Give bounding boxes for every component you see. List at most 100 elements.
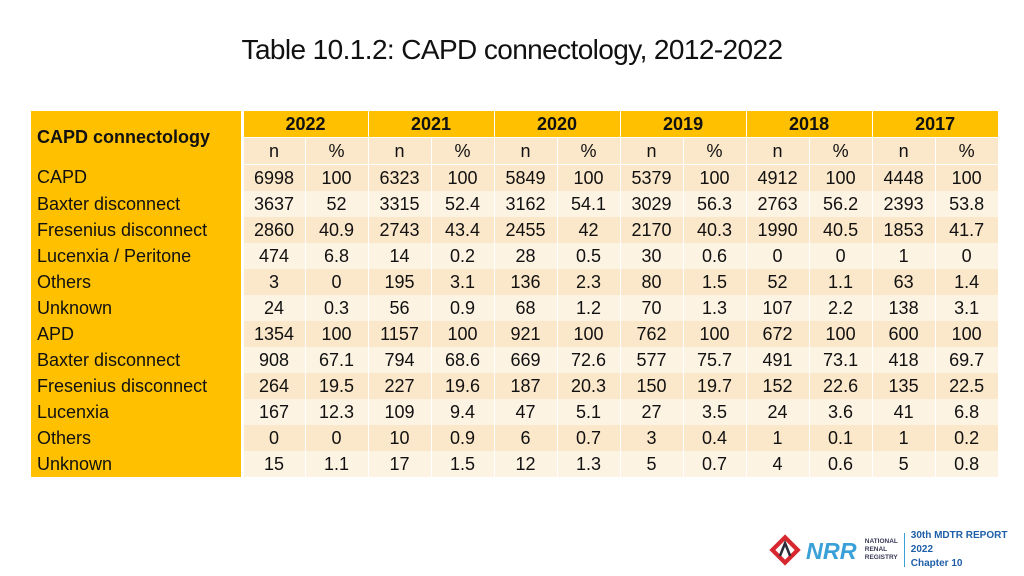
footer-divider — [903, 533, 905, 567]
n-cell: 1853 — [871, 217, 936, 243]
n-cell: 3 — [241, 269, 306, 295]
table-row: Unknown 24 0.3 56 0.9 68 1.2 70 1.3 107 2.2 138 3.1 — [31, 295, 999, 321]
table-row: Others 0 0 10 0.9 6 0.7 3 0.4 1 0.1 1 0.2 — [31, 425, 999, 451]
percent-cell: 0.7 — [556, 425, 621, 451]
n-cell: 600 — [871, 321, 936, 347]
n-cell: 0 — [241, 425, 306, 451]
capd-connectology-table: CAPD connectology 2022 2021 2020 2019 2018 20… — [31, 111, 999, 477]
n-cell: 30 — [619, 243, 684, 269]
n-cell: 109 — [367, 399, 432, 425]
n-cell: 0 — [745, 243, 810, 269]
percent-cell: 1.3 — [682, 295, 747, 321]
n-cell: 28 — [493, 243, 558, 269]
n-cell: 794 — [367, 347, 432, 373]
percent-cell: 0.9 — [430, 295, 495, 321]
percent-cell: 41.7 — [934, 217, 999, 243]
percent-cell: 100 — [934, 321, 999, 347]
n-cell: 2763 — [745, 191, 810, 217]
n-cell: 2743 — [367, 217, 432, 243]
n-cell: 669 — [493, 347, 558, 373]
n-cell: 152 — [745, 373, 810, 399]
n-cell: 135 — [871, 373, 936, 399]
percent-cell: 72.6 — [556, 347, 621, 373]
n-cell: 5849 — [493, 164, 558, 191]
percent-cell: 73.1 — [808, 347, 873, 373]
nrr-logo: NRR — [806, 538, 857, 564]
row-label: Lucenxia / Peritone — [31, 243, 244, 269]
n-cell: 418 — [871, 347, 936, 373]
year-header: 2018 — [745, 111, 873, 138]
percent-cell: 100 — [556, 321, 621, 347]
percent-cell: 0.6 — [682, 243, 747, 269]
n-cell: 63 — [871, 269, 936, 295]
n-cell: 80 — [619, 269, 684, 295]
percent-cell: 0.4 — [682, 425, 747, 451]
year-header: 2020 — [493, 111, 621, 138]
n-cell: 12 — [493, 451, 558, 477]
percent-cell: 100 — [556, 164, 621, 191]
report-info: 30th MDTR REPORT 2022 Chapter 10 — [911, 529, 1020, 571]
percent-cell: 3.5 — [682, 399, 747, 425]
percent-header: % — [934, 137, 999, 165]
n-cell: 4448 — [871, 164, 936, 191]
percent-cell: 56.3 — [682, 191, 747, 217]
percent-cell: 0.8 — [934, 451, 999, 477]
n-cell: 921 — [493, 321, 558, 347]
percent-cell: 40.9 — [304, 217, 369, 243]
n-cell: 1157 — [367, 321, 432, 347]
registry-name-line: RENAL — [864, 546, 888, 553]
page-title: Table 10.1.2: CAPD connectology, 2012-20… — [241, 34, 783, 65]
n-header: n — [619, 137, 684, 165]
n-cell: 56 — [367, 295, 432, 321]
percent-cell: 100 — [682, 321, 747, 347]
row-label: Others — [31, 425, 244, 451]
percent-cell: 53.8 — [934, 191, 999, 217]
n-cell: 15 — [241, 451, 306, 477]
percent-cell: 40.3 — [682, 217, 747, 243]
n-cell: 4 — [745, 451, 810, 477]
percent-header: % — [556, 137, 621, 165]
percent-cell: 52.4 — [430, 191, 495, 217]
report-chapter: Chapter 10 — [910, 558, 963, 569]
table-row: APD 1354 100 1157 100 921 100 762 100 672 100 600 10… — [31, 321, 999, 347]
percent-cell: 100 — [304, 164, 369, 191]
n-cell: 52 — [745, 269, 810, 295]
percent-cell: 0.7 — [682, 451, 747, 477]
row-label: Baxter disconnect — [31, 347, 244, 373]
percent-cell: 67.1 — [304, 347, 369, 373]
percent-cell: 2.2 — [808, 295, 873, 321]
n-cell: 27 — [619, 399, 684, 425]
n-cell: 68 — [493, 295, 558, 321]
percent-cell: 1.1 — [304, 451, 369, 477]
n-header: n — [241, 137, 306, 165]
n-cell: 474 — [241, 243, 306, 269]
percent-cell: 1.2 — [556, 295, 621, 321]
row-label: Fresenius disconnect — [31, 373, 244, 399]
percent-cell: 5.1 — [556, 399, 621, 425]
n-cell: 187 — [493, 373, 558, 399]
n-cell: 3 — [619, 425, 684, 451]
percent-cell: 0.2 — [934, 425, 999, 451]
n-header: n — [745, 137, 810, 165]
n-cell: 3029 — [619, 191, 684, 217]
table-row: Fresenius disconnect 264 19.5 227 19.6 187 20.… — [31, 373, 999, 399]
percent-cell: 3.1 — [430, 269, 495, 295]
n-cell: 1 — [871, 425, 936, 451]
year-header: 2022 — [241, 111, 369, 138]
percent-cell: 1.5 — [682, 269, 747, 295]
n-cell: 5 — [871, 451, 936, 477]
n-cell: 195 — [367, 269, 432, 295]
row-label: Fresenius disconnect — [31, 217, 244, 243]
percent-cell: 2.3 — [556, 269, 621, 295]
percent-cell: 0 — [934, 243, 999, 269]
percent-cell: 0.2 — [430, 243, 495, 269]
table-row: Lucenxia / Peritone 474 6.8 14 0.2 28 0.5 30 0.6… — [31, 243, 999, 269]
percent-cell: 0.9 — [430, 425, 495, 451]
percent-cell: 22.6 — [808, 373, 873, 399]
n-cell: 762 — [619, 321, 684, 347]
registry-name: NATIONAL RENAL REGISTRY — [865, 538, 898, 562]
percent-cell: 43.4 — [430, 217, 495, 243]
subheader-row: n% n% n% n% n% n% — [31, 137, 999, 165]
percent-cell: 100 — [304, 321, 369, 347]
n-cell: 47 — [493, 399, 558, 425]
